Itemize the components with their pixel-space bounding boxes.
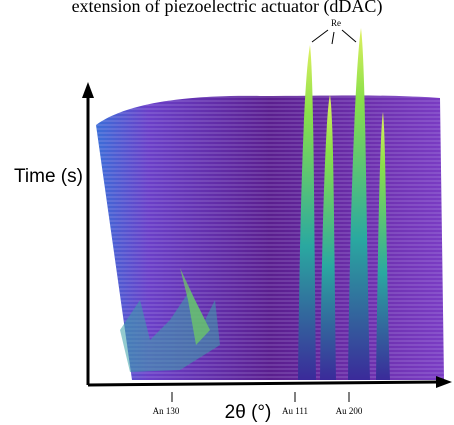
marker-label: Au 111 — [282, 406, 308, 416]
peaks — [298, 28, 390, 380]
marker-label: An 130 — [153, 406, 180, 416]
peak-label: Re — [331, 18, 341, 28]
peak-arrows — [311, 29, 357, 45]
x-axis-label: 2θ (°) — [225, 402, 272, 423]
marker-arrows — [171, 392, 350, 402]
title: extension of piezoelectric actuator (dDA… — [72, 0, 383, 17]
axes — [82, 82, 452, 388]
y-axis-label: Time (s) — [14, 166, 83, 187]
marker-label: Au 200 — [336, 406, 363, 416]
surface — [96, 95, 444, 380]
